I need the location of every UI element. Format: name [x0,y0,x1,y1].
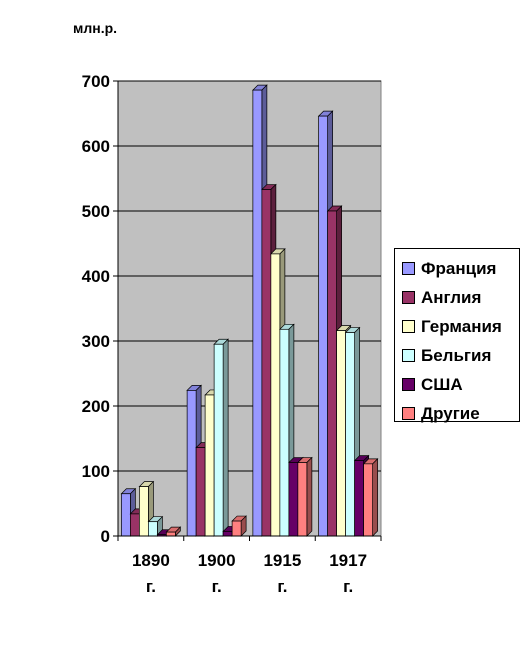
legend-label: Германия [421,316,502,336]
bar-front [222,531,233,537]
x-tick-label: г. [277,577,287,596]
bar-front [261,189,272,537]
legend-item: Англия [395,283,519,312]
legend-item: Франция [395,254,519,283]
bar [213,338,229,537]
bar-front [121,493,131,537]
bar-front [148,521,158,537]
legend-label: Другие [421,403,480,423]
bar-front [288,462,299,537]
bar-front [213,343,224,537]
bar-front [252,89,263,537]
bar [297,456,313,537]
bars [120,84,379,537]
bar-front [279,328,290,537]
y-tick-label: 400 [82,267,110,286]
axes: 0 100 200 300 400 500 600 700 1890 г. 1900 г. 1915 г.… [82,72,382,596]
bar-front [336,330,346,537]
bar-side [372,458,378,537]
bar-front [204,394,215,537]
legend-item: Бельгия [395,341,519,370]
legend-item: Другие [395,399,519,428]
legend-swatch [402,291,415,304]
x-tick-label: г. [212,577,222,596]
legend-label: Бельгия [421,345,492,365]
y-tick-label: 700 [82,72,110,91]
bar-side [306,456,313,537]
legend: Франция Англия Германия Бельгия США Другие [394,248,520,423]
x-tick-label: 1900 [198,551,236,570]
legend-item: США [395,370,519,399]
x-tick-label: 1890 [132,551,170,570]
bar-side [222,338,229,537]
bar-front [327,210,337,537]
bar-front [186,390,197,537]
legend-item: Германия [395,312,519,341]
bar-front [297,462,308,537]
legend-swatch [402,349,415,362]
legend-swatch [402,378,415,391]
bar-front [345,332,355,537]
legend-label: Англия [421,287,482,307]
bar-front [166,531,176,537]
y-tick-label: 500 [82,202,110,221]
bar [147,515,164,537]
x-tick-label: 1915 [263,551,301,570]
legend-swatch [402,407,415,420]
y-tick-label: 200 [82,397,110,416]
legend-swatch [402,320,415,333]
legend-label: Франция [421,258,497,278]
y-tick-label: 300 [82,332,110,351]
bar-front [318,115,328,537]
bar-front [130,513,140,537]
bar-front [363,463,373,537]
bar-front [139,486,149,537]
bar [231,515,247,537]
legend-label: США [421,374,463,394]
y-axis-unit-label: млн.р. [73,20,118,36]
bar-front [354,460,364,537]
bar-front [231,520,242,537]
x-tick-label: г. [146,577,156,596]
x-tick-label: г. [343,577,353,596]
legend-swatch [402,262,415,275]
bar-front [195,447,206,537]
y-tick-label: 0 [101,527,110,546]
bar-front [270,253,281,537]
y-tick-label: 600 [82,137,110,156]
x-tick-label: 1917 [329,551,367,570]
y-tick-label: 100 [82,462,110,481]
bar [362,458,379,537]
